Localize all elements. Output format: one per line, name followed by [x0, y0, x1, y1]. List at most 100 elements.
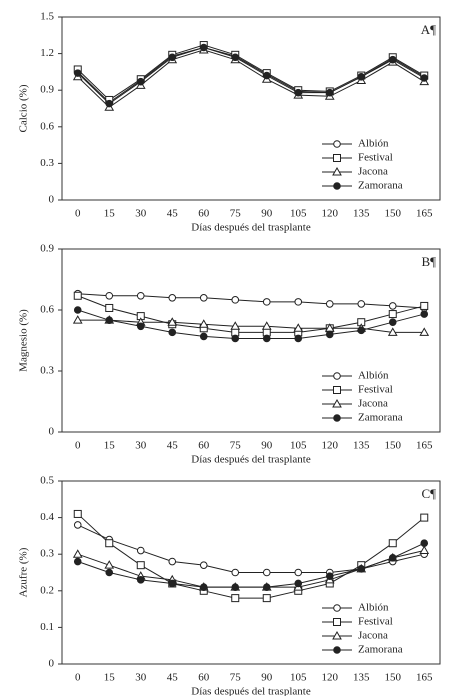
series-line	[77, 46, 425, 105]
marker	[419, 327, 430, 336]
marker	[333, 604, 341, 612]
marker	[230, 321, 241, 330]
marker	[261, 321, 272, 330]
x-tick-label: 135	[353, 672, 370, 684]
marker	[294, 88, 303, 97]
series-line	[77, 49, 425, 108]
y-tick-label: 0.2	[40, 584, 54, 596]
x-axis-label: Días después del trasplante	[191, 222, 311, 234]
marker	[231, 594, 240, 603]
marker	[136, 77, 145, 86]
marker	[333, 386, 341, 394]
marker	[136, 576, 145, 584]
x-tick-label: 135	[353, 440, 370, 452]
panel-label: C¶	[421, 486, 436, 501]
y-tick-label: 0.6	[40, 120, 54, 132]
x-tick-label: 150	[385, 208, 402, 220]
marker	[167, 317, 178, 326]
marker	[333, 646, 341, 654]
marker	[420, 301, 429, 310]
legend-label: Jacona	[358, 398, 388, 410]
marker	[231, 583, 240, 591]
x-tick-label: 60	[198, 208, 210, 220]
series-line	[77, 542, 425, 588]
legend-label: Zamorana	[358, 644, 403, 656]
x-tick-label: 135	[353, 208, 370, 220]
series-line	[77, 309, 425, 339]
x-tick-label: 15	[104, 672, 116, 684]
x-tick-label: 15	[104, 440, 116, 452]
x-tick-label: 30	[135, 440, 147, 452]
marker	[136, 561, 145, 570]
x-tick-label: 0	[75, 208, 81, 220]
x-tick-label: 75	[230, 208, 242, 220]
x-tick-label: 150	[385, 672, 402, 684]
marker	[104, 560, 115, 569]
marker	[357, 300, 366, 308]
marker	[262, 298, 271, 306]
marker	[294, 298, 303, 306]
x-tick-label: 45	[167, 672, 179, 684]
marker	[73, 291, 82, 300]
marker	[262, 583, 271, 591]
marker	[388, 310, 397, 319]
x-tick-label: 60	[198, 440, 210, 452]
x-tick-label: 0	[75, 440, 81, 452]
marker	[388, 539, 397, 548]
marker	[262, 71, 271, 80]
marker	[73, 509, 82, 518]
marker	[168, 579, 177, 588]
marker	[105, 99, 114, 108]
marker	[419, 545, 430, 555]
marker	[198, 319, 209, 328]
marker	[333, 140, 341, 148]
marker	[136, 322, 145, 331]
y-tick-label: 0	[49, 658, 55, 670]
legend-label: Zamorana	[358, 412, 403, 424]
marker	[332, 630, 342, 640]
marker	[105, 303, 114, 312]
x-tick-label: 75	[230, 672, 242, 684]
marker	[199, 583, 208, 591]
series-line	[77, 295, 425, 333]
marker	[420, 310, 429, 318]
marker	[105, 539, 114, 548]
marker	[73, 521, 82, 529]
legend-label: Albión	[358, 602, 389, 614]
y-tick-label: 0.5	[40, 475, 54, 487]
legend-label: Albión	[358, 138, 389, 150]
marker	[333, 618, 341, 626]
y-tick-label: 1.2	[40, 47, 54, 59]
y-tick-label: 0.3	[40, 548, 54, 560]
marker	[387, 327, 398, 336]
x-tick-label: 45	[167, 208, 179, 220]
series-line	[77, 319, 425, 333]
marker	[388, 318, 397, 327]
marker	[420, 74, 429, 82]
x-tick-label: 150	[385, 440, 402, 452]
marker	[105, 568, 114, 577]
marker	[333, 414, 341, 422]
marker	[333, 182, 341, 190]
x-tick-label: 120	[322, 440, 339, 452]
series-line	[77, 293, 425, 309]
marker	[293, 323, 304, 332]
marker	[294, 568, 303, 577]
y-tick-label: 0.1	[40, 621, 54, 633]
marker	[105, 291, 114, 300]
x-tick-label: 15	[104, 208, 116, 220]
x-tick-label: 105	[290, 440, 307, 452]
marker	[388, 554, 397, 562]
legend-label: Zamorana	[358, 180, 403, 192]
marker	[294, 579, 303, 588]
marker	[357, 72, 366, 81]
x-tick-label: 30	[135, 672, 147, 684]
y-tick-label: 0.9	[40, 243, 54, 255]
series-line	[77, 46, 425, 104]
marker	[262, 594, 271, 603]
y-tick-label: 0.9	[40, 84, 54, 96]
marker	[72, 315, 83, 324]
y-tick-label: 0	[49, 426, 55, 438]
legend-label: Jacona	[358, 630, 388, 642]
